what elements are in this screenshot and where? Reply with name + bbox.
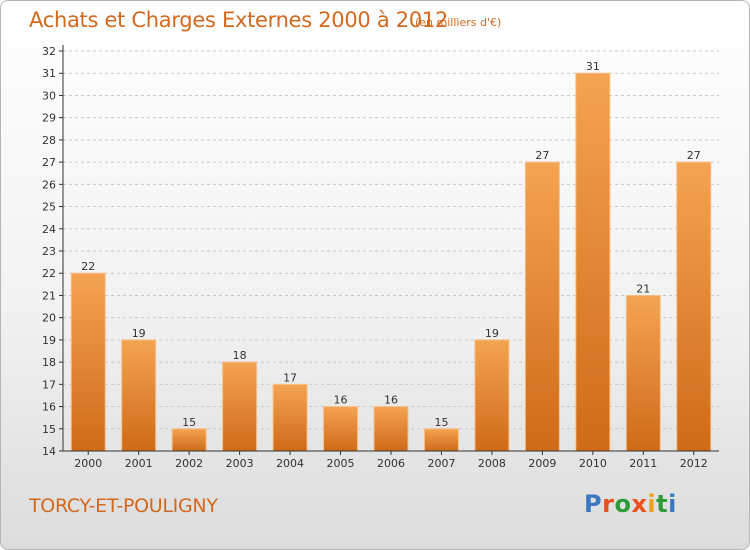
y-tick-label: 31 xyxy=(42,67,56,80)
data-label: 19 xyxy=(485,327,499,340)
data-label: 15 xyxy=(182,416,196,429)
chart-subtitle: (en milliers d'€) xyxy=(415,16,502,29)
y-tick-label: 22 xyxy=(42,267,56,280)
x-tick-label: 2005 xyxy=(327,457,355,470)
data-label: 17 xyxy=(283,371,297,384)
x-tick-label: 2010 xyxy=(579,457,607,470)
bar-2001 xyxy=(121,339,157,452)
y-tick-label: 19 xyxy=(42,334,56,347)
bar-2007 xyxy=(423,428,459,452)
y-tick-label: 32 xyxy=(42,45,56,58)
x-tick-label: 2006 xyxy=(377,457,405,470)
data-label: 27 xyxy=(535,149,549,162)
y-tick-label: 18 xyxy=(42,356,56,369)
x-tick-label: 2004 xyxy=(276,457,304,470)
y-tick-label: 25 xyxy=(42,201,56,214)
data-label: 27 xyxy=(687,149,701,162)
bar-2005 xyxy=(323,406,359,452)
x-tick-label: 2012 xyxy=(680,457,708,470)
bar-2006 xyxy=(373,406,409,452)
x-tick-label: 2011 xyxy=(629,457,657,470)
bar-2010 xyxy=(575,72,611,452)
bar-2000 xyxy=(70,272,106,452)
x-tick-label: 2007 xyxy=(427,457,455,470)
bar-2004 xyxy=(272,383,308,452)
x-tick-label: 2000 xyxy=(74,457,102,470)
y-tick-label: 26 xyxy=(42,178,56,191)
y-tick-label: 24 xyxy=(42,223,56,236)
y-tick-label: 21 xyxy=(42,289,56,302)
x-tick-label: 2008 xyxy=(478,457,506,470)
axes xyxy=(59,45,719,455)
bar-2012 xyxy=(676,161,712,452)
bar-chart: 14 15 16 17 18 19 20 21 22 23 24 25 26 27 28 29 30 31 32 22… xyxy=(42,45,719,470)
gridlines xyxy=(63,50,719,430)
y-tick-label: 30 xyxy=(42,89,56,102)
logo-letter: o xyxy=(614,490,632,518)
data-label: 19 xyxy=(132,327,146,340)
x-tick-label: 2009 xyxy=(528,457,556,470)
bar-2011 xyxy=(625,294,661,452)
y-tick-label: 16 xyxy=(42,401,56,414)
y-tick-label: 14 xyxy=(42,445,56,458)
data-label: 31 xyxy=(586,60,600,73)
x-tick-label: 2002 xyxy=(175,457,203,470)
proxiti-logo: Proxiti xyxy=(584,490,677,518)
logo-letter: x xyxy=(631,490,648,518)
data-label: 22 xyxy=(81,260,95,273)
y-tick-label: 23 xyxy=(42,245,56,258)
y-tick-label: 17 xyxy=(42,378,56,391)
logo-letter: P xyxy=(584,490,603,518)
bar-2009 xyxy=(524,161,560,452)
y-tick-label: 27 xyxy=(42,156,56,169)
data-label: 16 xyxy=(384,394,398,407)
bar-2008 xyxy=(474,339,510,452)
data-label: 21 xyxy=(636,282,650,295)
labels: 14 15 16 17 18 19 20 21 22 23 24 25 26 27 28 29 30 31 32 22… xyxy=(42,45,708,470)
x-tick-label: 2001 xyxy=(125,457,153,470)
bar-2002 xyxy=(171,428,207,452)
bar-2003 xyxy=(222,361,258,452)
chart-title: Achats et Charges Externes 2000 à 2012 xyxy=(29,8,449,32)
y-tick-label: 15 xyxy=(42,423,56,436)
bars xyxy=(70,72,712,452)
y-tick-label: 20 xyxy=(42,312,56,325)
logo-letter: i xyxy=(668,490,677,518)
y-tick-label: 28 xyxy=(42,134,56,147)
place-name: TORCY-ET-POULIGNY xyxy=(29,495,218,517)
logo-letter: i xyxy=(647,490,657,518)
logo-letter: t xyxy=(656,490,669,518)
logo-letter: r xyxy=(602,490,615,518)
data-label: 18 xyxy=(233,349,247,362)
data-label: 16 xyxy=(334,394,348,407)
y-tick-label: 29 xyxy=(42,112,56,125)
x-tick-label: 2003 xyxy=(226,457,254,470)
data-label: 15 xyxy=(434,416,448,429)
